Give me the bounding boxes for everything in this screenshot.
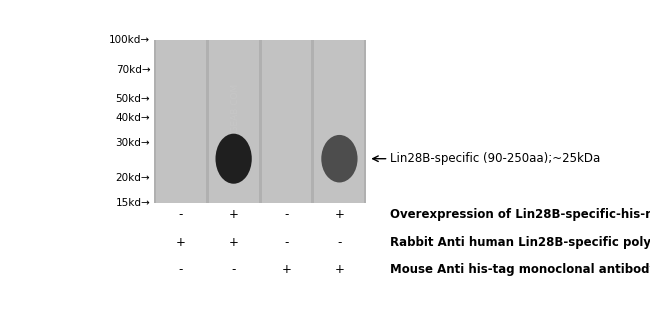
Text: +: + — [335, 208, 344, 221]
Ellipse shape — [216, 134, 252, 184]
Bar — [261, 40, 311, 202]
Ellipse shape — [321, 135, 358, 183]
Text: -: - — [179, 263, 183, 276]
Text: +: + — [281, 263, 291, 276]
Text: +: + — [335, 263, 344, 276]
Text: -: - — [284, 235, 289, 248]
Bar — [315, 40, 365, 202]
Bar — [156, 40, 205, 202]
Text: -: - — [337, 235, 342, 248]
Text: -: - — [231, 263, 236, 276]
Text: 70kd→: 70kd→ — [116, 65, 150, 75]
Text: Lin28B-specific (90-250aa);~25kDa: Lin28B-specific (90-250aa);~25kDa — [390, 152, 601, 165]
Text: +: + — [229, 235, 239, 248]
Bar — [209, 40, 259, 202]
Text: WWW.GEAB.COM: WWW.GEAB.COM — [230, 82, 239, 160]
Text: 15kd→: 15kd→ — [116, 197, 150, 207]
Text: 40kd→: 40kd→ — [116, 114, 150, 123]
Bar — [154, 40, 366, 202]
Text: 100kd→: 100kd→ — [109, 35, 150, 45]
Text: +: + — [176, 235, 186, 248]
Text: Rabbit Anti human Lin28B-specific polyclonal antibody: Rabbit Anti human Lin28B-specific polycl… — [390, 235, 650, 248]
Text: 30kd→: 30kd→ — [116, 138, 150, 148]
Text: 50kd→: 50kd→ — [116, 94, 150, 104]
Text: Mouse Anti his-tag monoclonal antibody: Mouse Anti his-tag monoclonal antibody — [390, 263, 650, 276]
Text: +: + — [229, 208, 239, 221]
Text: -: - — [179, 208, 183, 221]
Text: Overexpression of Lin28B-specific-his-myc: Overexpression of Lin28B-specific-his-my… — [390, 208, 650, 221]
Text: 20kd→: 20kd→ — [116, 173, 150, 183]
Text: -: - — [284, 208, 289, 221]
